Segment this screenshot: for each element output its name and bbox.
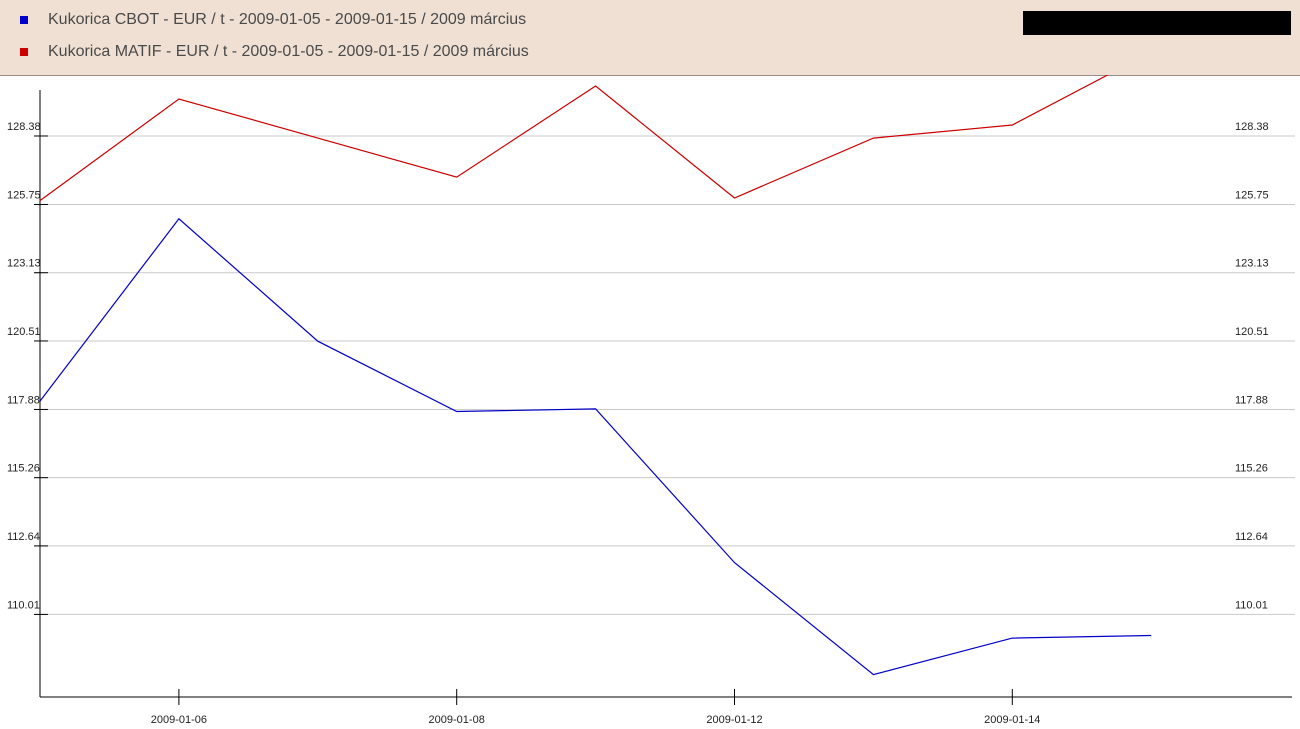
axis-layer (34, 90, 1292, 705)
legend-label-cbot: Kukorica CBOT - EUR / t - 2009-01-05 - 2… (48, 11, 527, 28)
line-chart: 110.01 110.01 112.64 112.64 115.26 115.26 117.… (7, 75, 1295, 726)
y-tick-label-right: 123.13 (1235, 258, 1269, 270)
series-layer (39, 75, 1152, 676)
y-tick-label-left: 110.01 (7, 599, 40, 611)
y-tick-label-left: 125.75 (7, 189, 41, 201)
y-tick-label-left: 128.38 (7, 121, 41, 133)
y-tick-label-left: 120.51 (7, 326, 41, 338)
chart-legend: Kukorica CBOT - EUR / t - 2009-01-05 - 2… (0, 0, 1300, 76)
y-tick-label-right: 128.38 (1235, 121, 1269, 133)
grid-layer (34, 135, 1295, 615)
redaction-block (1023, 11, 1291, 35)
series-line-matif (39, 75, 1109, 202)
legend-label-matif: Kukorica MATIF - EUR / t - 2009-01-05 - … (48, 43, 529, 60)
y-tick-label-right: 112.64 (1235, 531, 1268, 543)
series-line-cbot (39, 217, 1152, 676)
y-tick-label-left: 112.64 (7, 531, 40, 543)
y-tick-label-left: 117.88 (7, 394, 40, 406)
x-tick-label: 2009-01-06 (151, 714, 207, 726)
y-tick-label-left: 115.26 (7, 463, 40, 475)
y-tick-label-left: 123.13 (7, 258, 41, 270)
x-tick-label: 2009-01-12 (706, 714, 762, 726)
y-tick-label-right: 117.88 (1235, 394, 1268, 406)
tick-label-layer: 110.01 110.01 112.64 112.64 115.26 115.26 117.… (7, 121, 1269, 726)
y-tick-label-right: 125.75 (1235, 189, 1269, 201)
y-tick-label-right: 115.26 (1235, 463, 1268, 475)
legend-swatch-matif (20, 48, 28, 56)
legend-item-cbot: Kukorica CBOT - EUR / t - 2009-01-05 - 2… (20, 7, 526, 33)
x-tick-label: 2009-01-08 (429, 714, 485, 726)
legend-swatch-cbot (20, 16, 28, 24)
legend-item-matif: Kukorica MATIF - EUR / t - 2009-01-05 - … (20, 39, 529, 65)
y-tick-label-right: 110.01 (1235, 599, 1268, 611)
y-tick-label-right: 120.51 (1235, 326, 1269, 338)
x-tick-label: 2009-01-14 (984, 714, 1040, 726)
